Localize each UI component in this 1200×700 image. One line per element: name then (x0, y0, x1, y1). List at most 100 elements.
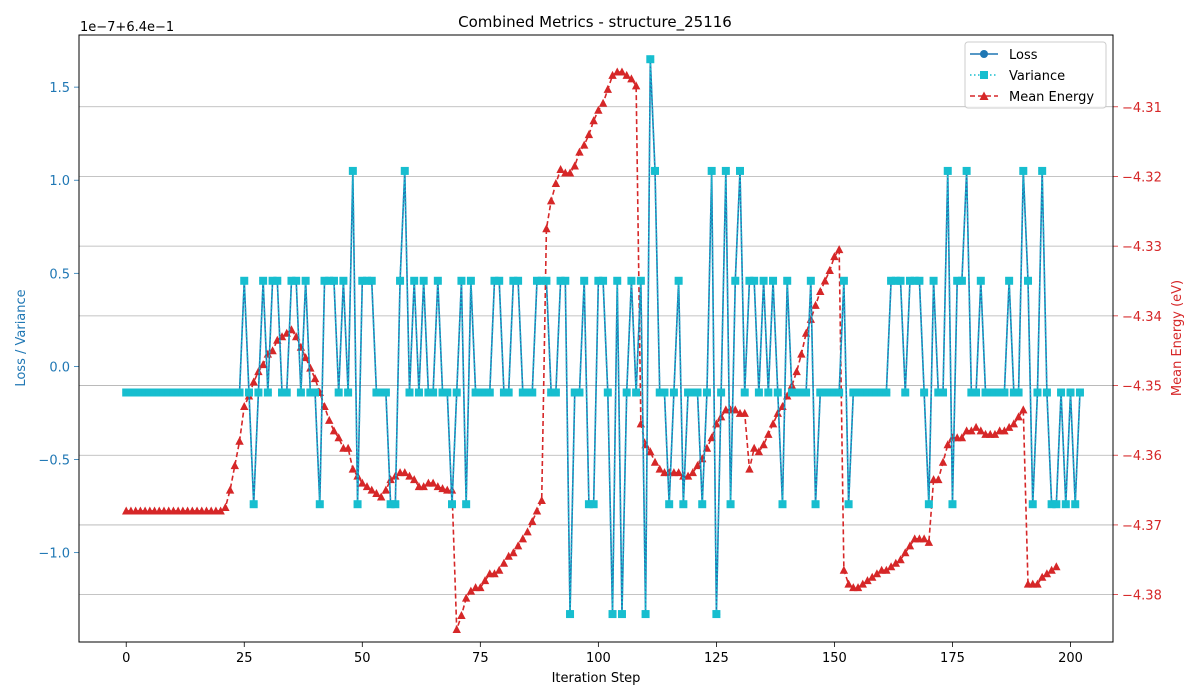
variance-point (655, 388, 664, 397)
x-axis-label: Iteration Step (552, 671, 641, 686)
variance-point (669, 388, 678, 397)
mean-energy-point (1052, 562, 1061, 571)
variance-point (339, 276, 348, 285)
variance-point (358, 276, 367, 285)
variance-point (471, 388, 480, 397)
mean-energy-point (537, 496, 546, 505)
mean-energy-point (528, 516, 537, 525)
mean-energy-point (518, 534, 528, 543)
variance-point (386, 500, 395, 509)
variance-point (773, 388, 782, 397)
variance-point (566, 610, 575, 619)
mean-energy-point (811, 300, 820, 309)
variance-point (910, 276, 919, 285)
mean-energy-point (976, 426, 985, 435)
variance-point (594, 276, 603, 285)
mean-energy-point (764, 429, 773, 438)
variance-point (844, 500, 853, 509)
mean-energy-point (230, 461, 240, 470)
variance-point (325, 276, 334, 285)
mean-energy-point (896, 555, 905, 564)
variance-point (712, 610, 721, 619)
variance-point (353, 500, 362, 509)
mean-energy-point (334, 433, 343, 442)
mean-energy-point (749, 443, 759, 452)
mean-energy-point (476, 583, 485, 592)
series-layer (122, 55, 1084, 633)
variance-point (141, 388, 150, 397)
mean-energy-point (381, 485, 391, 494)
variance-point (962, 166, 971, 175)
x-axis-ticks: 0 25 50 75 100 125 150 175 200 (122, 642, 1083, 666)
legend-label-variance: Variance (1009, 69, 1065, 84)
variance-point (863, 388, 872, 397)
variance-point (136, 388, 145, 397)
variance-point (660, 388, 669, 397)
y-right-tick-label: −4.33 (1122, 240, 1162, 255)
mean-energy-point (268, 346, 277, 355)
mean-energy-point (343, 443, 353, 452)
variance-point (754, 388, 763, 397)
variance-point (877, 388, 886, 397)
variance-point (391, 500, 400, 509)
variance-point (570, 388, 579, 397)
mean-energy-point (674, 468, 683, 477)
variance-point (1014, 388, 1023, 397)
variance-point (674, 276, 683, 285)
y-left-tick-label: 1.0 (49, 174, 70, 189)
legend-entry-mean-energy: Mean Energy (970, 90, 1094, 105)
legend-marker-variance (980, 71, 988, 79)
mean-energy-point (405, 471, 414, 480)
variance-point (872, 388, 881, 397)
mean-energy-point (901, 548, 910, 557)
variance-point (584, 500, 593, 509)
variance-point (504, 388, 513, 397)
variance-point (178, 388, 187, 397)
variance-point (948, 500, 957, 509)
mean-energy-point (792, 367, 801, 376)
mean-energy-point (971, 422, 981, 431)
variance-point (419, 276, 428, 285)
mean-energy-point (235, 436, 244, 445)
mean-energy-point (565, 168, 575, 177)
variance-point (693, 388, 702, 397)
mean-energy-point (584, 130, 594, 139)
mean-energy-point (863, 576, 872, 585)
variance-point (858, 388, 867, 397)
variance-point (499, 388, 508, 397)
mean-energy-point (386, 475, 395, 484)
mean-energy-point (924, 537, 934, 546)
mean-energy-point (1042, 569, 1052, 578)
variance-point (126, 388, 135, 397)
mean-energy-point (358, 478, 367, 487)
variance-point (995, 388, 1004, 397)
variance-point (263, 388, 272, 397)
legend-entry-loss: Loss (970, 48, 1038, 63)
variance-point (367, 276, 376, 285)
variance-point (981, 388, 990, 397)
variance-point (164, 388, 173, 397)
variance-point (221, 388, 230, 397)
mean-energy-point (816, 286, 825, 295)
y-right-tick-label: −4.37 (1122, 519, 1162, 534)
variance-point (556, 276, 565, 285)
variance-point (240, 276, 249, 285)
x-tick-label: 125 (704, 651, 729, 666)
mean-energy-point (556, 165, 565, 173)
mean-energy-point (457, 611, 466, 620)
variance-point (632, 388, 641, 397)
mean-energy-point (594, 105, 603, 114)
mean-energy-point (688, 468, 697, 477)
mean-energy-point (1019, 405, 1028, 414)
variance-point (183, 388, 192, 397)
variance-point (1066, 388, 1075, 397)
mean-energy-point (542, 224, 551, 233)
mean-energy-point (1014, 412, 1023, 421)
variance-point (273, 276, 282, 285)
y-right-tick-label: −4.32 (1122, 170, 1162, 185)
variance-point (1000, 388, 1009, 397)
variance-point (887, 276, 896, 285)
y-right-tick-label: −4.31 (1122, 101, 1162, 116)
variance-point (1019, 166, 1028, 175)
mean-energy-point (513, 541, 523, 550)
